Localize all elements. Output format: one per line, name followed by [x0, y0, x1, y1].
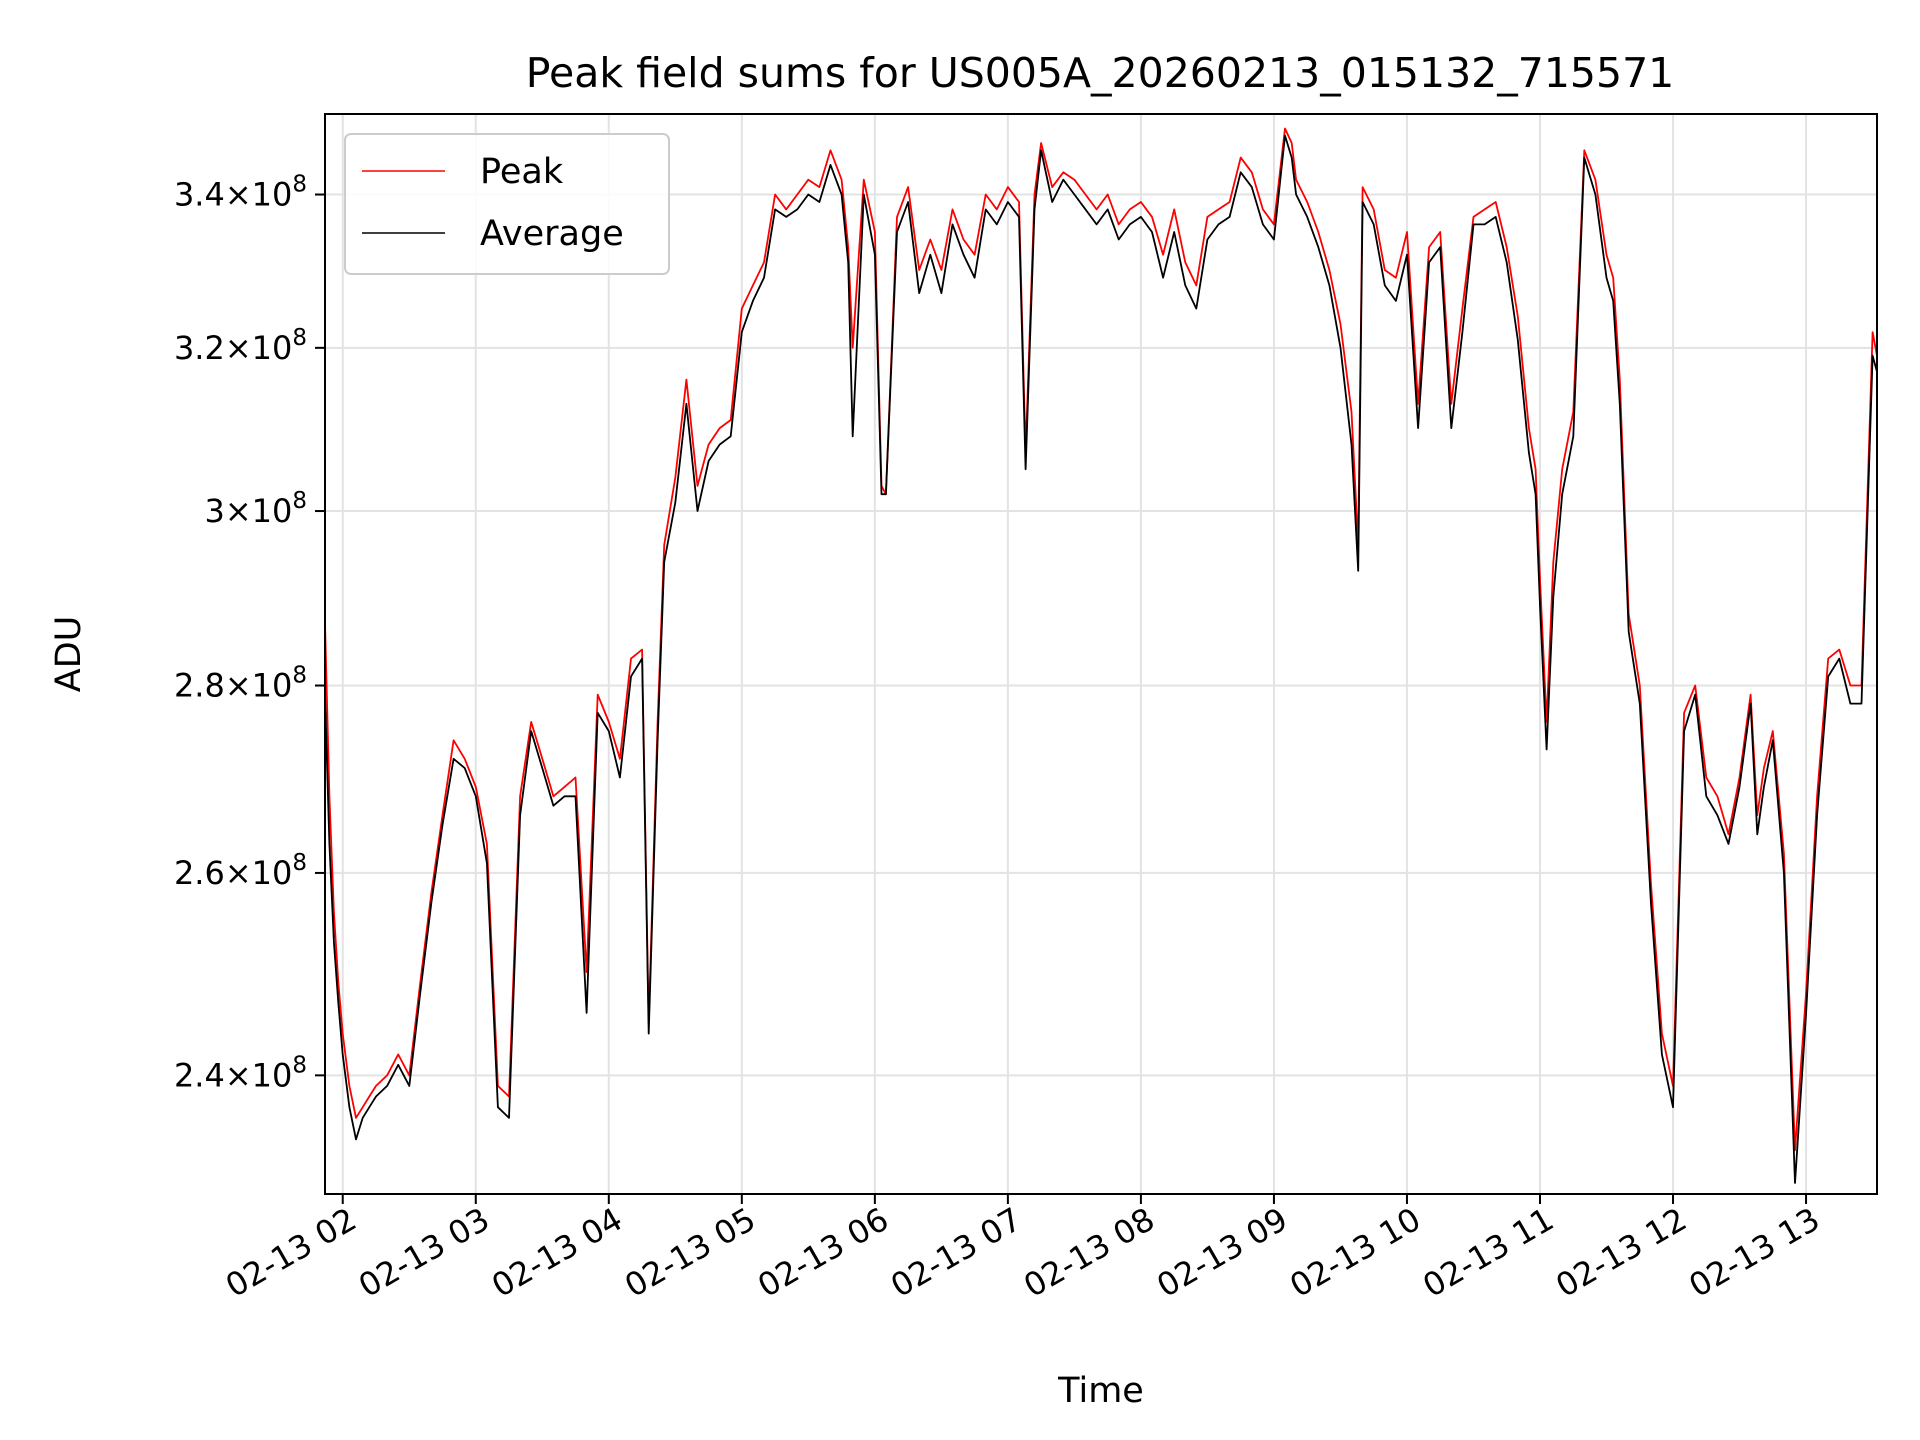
legend-box — [344, 133, 670, 275]
grid — [325, 114, 1877, 1194]
series-line-peak — [324, 127, 1878, 1152]
y-tick-label: 2.6×108 — [174, 850, 307, 892]
legend: Peak Average — [344, 133, 670, 275]
series-line-average — [324, 134, 1878, 1184]
chart-title: Peak field sums for US005A_20260213_0151… — [526, 49, 1675, 97]
legend-label-peak: Peak — [480, 152, 564, 192]
legend-label-average: Average — [480, 214, 624, 254]
y-axis: 2.4×108 2.6×108 2.8×108 3×108 3.2×108 3.4×108 — [174, 172, 325, 1094]
plot-frame — [324, 113, 1878, 1195]
y-tick-label: 3.4×108 — [174, 172, 307, 214]
y-tick-label: 3×108 — [204, 488, 307, 530]
y-tick-label: 2.4×108 — [174, 1052, 307, 1094]
x-axis-label: Time — [1057, 1371, 1144, 1411]
series-layer — [324, 127, 1878, 1184]
y-tick-label: 3.2×108 — [174, 325, 307, 367]
y-tick-label: 2.8×108 — [174, 663, 307, 705]
y-axis-label: ADU — [49, 616, 89, 693]
